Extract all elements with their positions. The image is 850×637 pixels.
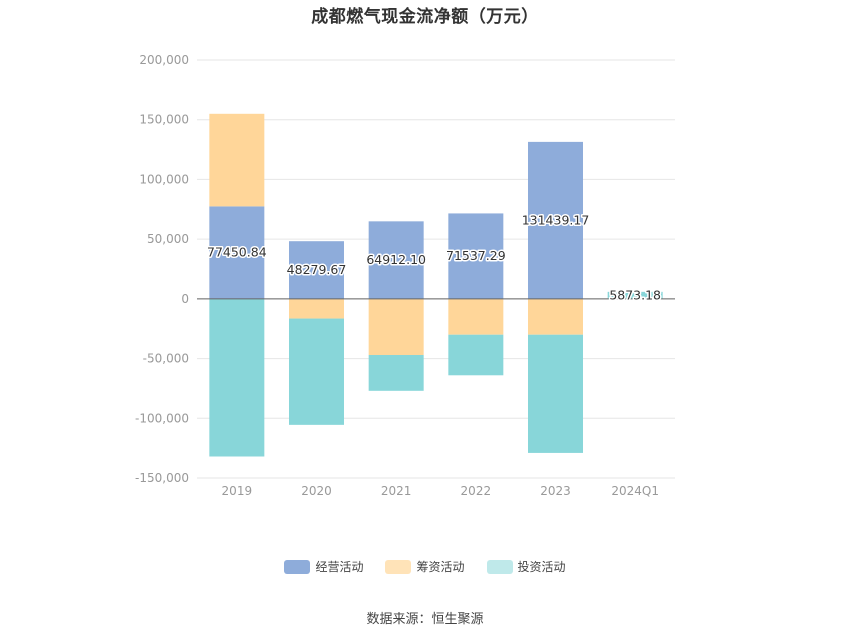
y-tick-label: -150,000 [135,471,189,485]
data-label: 131439.17 [522,212,590,227]
x-tick-label: 2023 [540,484,571,498]
bar-segment [448,298,504,335]
legend-swatch [385,559,412,574]
data-label: 64912.10 [366,252,426,267]
bar-segment [289,318,344,425]
x-tick-label: 2020 [301,484,332,498]
bar-segment [368,298,424,355]
bar-segment [289,298,344,319]
bar-chart: 200,000 150,000 100,000 50,000 0 -50,000 -100,… [135,53,675,498]
x-tick-label: 2021 [381,484,412,498]
grid-layer [197,59,675,479]
bars-layer [209,113,663,457]
legend-swatch [284,559,311,574]
chart-title: 成都燃气现金流净额（万元） [311,7,539,27]
bar-segment [607,291,663,299]
axis-layer: 200,000 150,000 100,000 50,000 0 -50,000 -100,… [135,53,675,498]
bar-segment [528,141,583,299]
bar-segment [448,213,504,299]
y-tick-label: 200,000 [139,53,189,67]
bar-segment [209,206,265,299]
bar-segment [368,221,424,299]
bar-segment [528,334,583,453]
legend-item-financing[interactable]: 筹资活动 [385,558,465,575]
legend-item-investing[interactable]: 投资活动 [486,558,566,575]
y-tick-label: 150,000 [139,113,189,127]
data-label: 5873.18 [609,287,661,302]
labels-layer: 77450.84 48279.67 64912.10 71537.29 131439.1… [206,211,663,304]
legend-label: 投资活动 [517,560,566,574]
legend-label: 经营活动 [315,560,364,574]
x-tick-label: 2019 [222,484,253,498]
bar-segment [209,298,265,457]
legend-item-operating[interactable]: 经营活动 [284,558,363,575]
y-tick-label: -100,000 [135,411,189,425]
data-label: 48279.67 [287,262,347,277]
bar-segment [209,113,265,207]
data-source: 数据来源：恒生聚源 [366,612,484,627]
data-label: 71537.29 [446,248,506,263]
y-tick-label: -50,000 [143,352,189,366]
bar-segment [528,298,583,335]
y-tick-label: 50,000 [147,232,189,246]
legend-swatch [486,559,513,574]
bar-segment [289,241,344,299]
x-tick-label: 2022 [461,484,492,498]
y-tick-label: 0 [181,292,189,306]
legend-label: 筹资活动 [416,560,465,574]
data-label: 77450.84 [207,245,267,260]
legend: 经营活动 筹资活动 投资活动 [0,558,850,575]
bar-segment [448,334,504,376]
y-tick-label: 100,000 [139,172,189,186]
x-tick-label: 2024Q1 [611,484,659,498]
bar-segment [368,354,424,391]
